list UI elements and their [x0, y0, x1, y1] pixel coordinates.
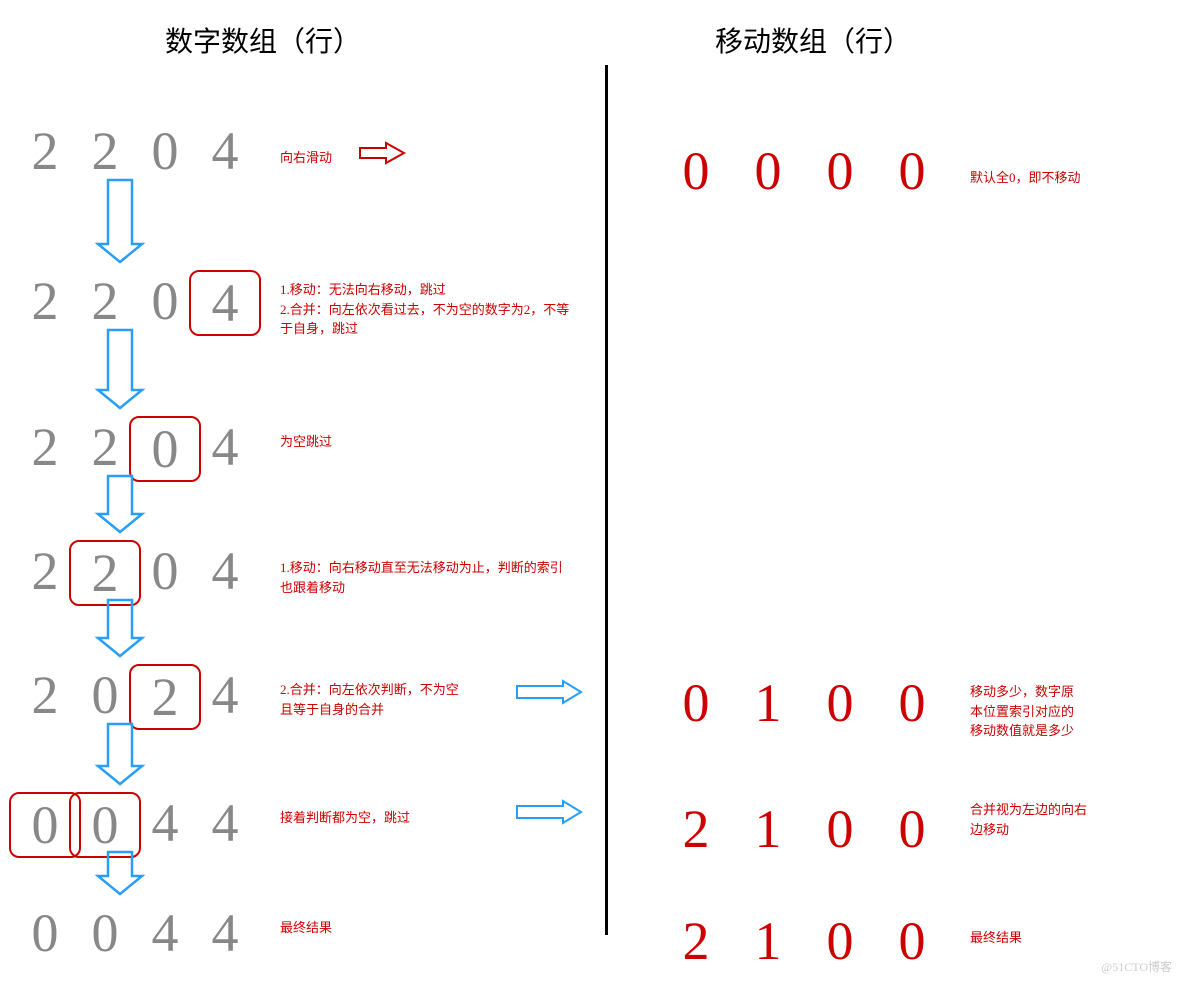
flow-arrows [0, 0, 1184, 985]
arrow-down-blue-icon [98, 180, 142, 262]
arrow-right-blue-icon [515, 678, 585, 706]
arrow-right-blue-icon [515, 798, 585, 826]
arrow-down-blue-icon [98, 476, 142, 532]
arrow-down-blue-icon [98, 600, 142, 656]
arrow-down-blue-icon [98, 724, 142, 784]
arrow-down-blue-icon [98, 852, 142, 894]
arrow-down-blue-icon [98, 330, 142, 408]
watermark: @51CTO博客 [1101, 958, 1172, 975]
